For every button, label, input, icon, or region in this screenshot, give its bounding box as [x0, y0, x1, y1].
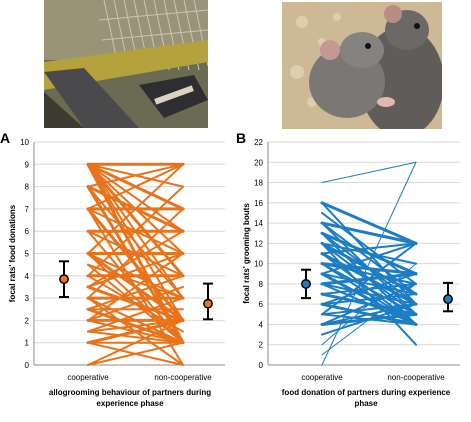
data-line — [87, 163, 184, 210]
y-tick-label: 3 — [25, 294, 30, 303]
x-axis-label-line2: experience phase — [96, 399, 164, 408]
data-line — [320, 221, 418, 245]
data-line — [86, 207, 185, 322]
category-label-non-cooperative: non-cooperative — [154, 373, 212, 382]
y-tick-label: 10 — [20, 138, 29, 147]
data-line — [321, 242, 417, 255]
data-line — [87, 319, 184, 333]
category-label-cooperative: cooperative — [301, 373, 343, 382]
data-line — [320, 201, 418, 245]
data-line — [321, 272, 417, 306]
panel-label-b: B — [236, 130, 247, 146]
data-line — [321, 232, 417, 306]
panel-label-a: A — [0, 130, 11, 146]
data-line — [87, 297, 184, 333]
data-line — [321, 242, 417, 265]
data-line — [321, 262, 417, 285]
y-tick-label: 9 — [25, 160, 30, 169]
data-line — [321, 303, 417, 326]
data-line — [87, 163, 184, 233]
x-axis-label-line2: phase — [354, 399, 378, 408]
mean-point — [203, 298, 213, 309]
data-line — [87, 330, 184, 344]
y-tick-label: 20 — [254, 158, 263, 167]
y-axis-label: focal rats' grooming bouts — [242, 203, 251, 304]
mean-point — [443, 294, 453, 305]
x-axis-label-line1: allogrooming behaviour of partners durin… — [49, 388, 211, 397]
data-line — [321, 161, 417, 184]
y-tick-label: 10 — [254, 260, 263, 269]
y-tick-label: 8 — [259, 280, 264, 289]
y-tick-label: 16 — [254, 199, 263, 208]
data-line — [87, 274, 184, 311]
y-tick-label: 8 — [25, 183, 30, 192]
y-tick-label: 1 — [25, 339, 30, 348]
y-tick-label: 7 — [25, 205, 30, 214]
data-line — [321, 161, 417, 366]
data-line — [87, 252, 184, 322]
category-label-cooperative: cooperative — [67, 373, 109, 382]
data-line — [87, 185, 184, 277]
data-line — [87, 252, 184, 288]
y-tick-label: 14 — [254, 219, 263, 228]
y-tick-label: 0 — [25, 361, 30, 370]
y-tick-label: 12 — [254, 239, 263, 248]
rats-photo — [282, 2, 444, 137]
data-line — [87, 230, 184, 288]
data-line — [86, 318, 185, 345]
data-line — [321, 262, 417, 326]
y-tick-label: 6 — [259, 300, 264, 309]
y-tick-label: 6 — [25, 227, 30, 236]
data-line — [87, 207, 184, 300]
y-tick-label: 0 — [259, 361, 264, 370]
y-tick-label: 2 — [25, 316, 30, 325]
data-line — [87, 163, 184, 255]
category-label-non-cooperative: non-cooperative — [387, 373, 445, 382]
data-line — [87, 341, 184, 366]
y-tick-label: 4 — [259, 320, 264, 329]
data-line — [321, 222, 417, 296]
y-tick-label: 4 — [25, 272, 30, 281]
x-axis-label-line1: food donation of partners during experie… — [282, 388, 451, 397]
y-tick-label: 22 — [254, 138, 263, 147]
mean-point — [301, 278, 311, 289]
data-line — [321, 242, 417, 316]
data-line — [87, 163, 184, 188]
y-tick-label: 2 — [259, 341, 264, 350]
mean-point — [59, 274, 69, 285]
apparatus-photo — [44, 0, 209, 128]
data-line — [87, 285, 184, 322]
y-tick-label: 5 — [25, 250, 30, 259]
data-line — [321, 303, 417, 316]
data-line — [87, 185, 184, 300]
data-line — [87, 319, 184, 366]
y-tick-label: 18 — [254, 179, 263, 188]
data-line — [321, 283, 417, 356]
y-axis-label: focal rats' food donations — [8, 204, 17, 302]
